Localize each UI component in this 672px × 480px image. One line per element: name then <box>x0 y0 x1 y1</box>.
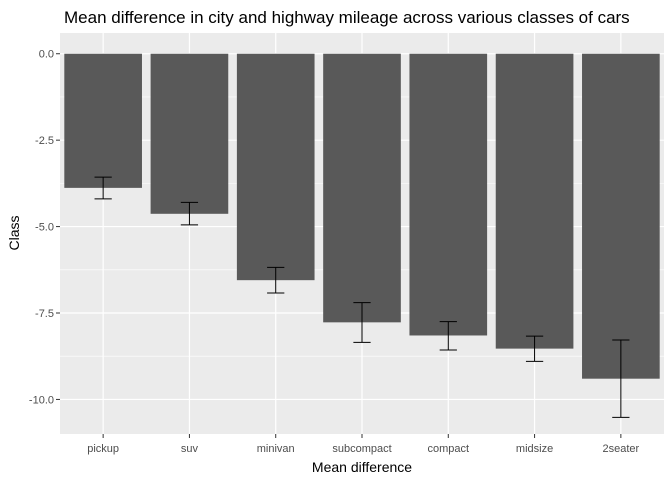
bars <box>64 53 660 379</box>
error-bar-subcompact <box>353 302 371 343</box>
bar-compact <box>409 53 488 336</box>
y-tick-label: -10.0 <box>29 394 54 406</box>
x-tick-label-suv: suv <box>181 443 199 455</box>
x-axis-ticks: pickup suv minivan subcompact compact midsize… <box>87 434 640 455</box>
x-tick-label-pickup: pickup <box>87 443 119 455</box>
y-tick-label: -5.0 <box>35 222 54 234</box>
error-bar-suv <box>180 201 199 226</box>
bar-2seater <box>582 53 660 379</box>
error-bars <box>94 176 630 418</box>
x-tick-label-midsize: midsize <box>516 443 553 455</box>
x-tick-label-compact: compact <box>427 443 469 455</box>
bar-minivan <box>236 53 315 281</box>
error-bar-compact <box>439 321 457 351</box>
chart-title: Mean difference in city and highway mile… <box>64 8 630 27</box>
x-tick-label-2seater: 2seater <box>603 443 640 455</box>
y-axis-title: Class <box>6 215 22 250</box>
y-tick-label: 0.0 <box>39 49 54 61</box>
bar-subcompact <box>323 53 401 323</box>
y-tick-label: -7.5 <box>35 308 54 320</box>
y-axis-ticks: 0.0 -2.5 -5.0 -7.5 -10.0 <box>29 49 60 406</box>
x-axis-title: Mean difference <box>312 459 412 475</box>
x-tick-label-subcompact: subcompact <box>332 443 391 455</box>
bar-pickup <box>64 53 142 188</box>
bar-midsize <box>495 53 574 349</box>
error-bar-2seater <box>612 339 630 418</box>
error-bar-minivan <box>267 266 285 294</box>
error-bar-midsize <box>525 335 544 362</box>
error-bar-pickup <box>94 176 112 200</box>
bar-suv <box>150 53 229 214</box>
x-tick-label-minivan: minivan <box>257 443 295 455</box>
y-tick-label: -2.5 <box>35 135 54 147</box>
